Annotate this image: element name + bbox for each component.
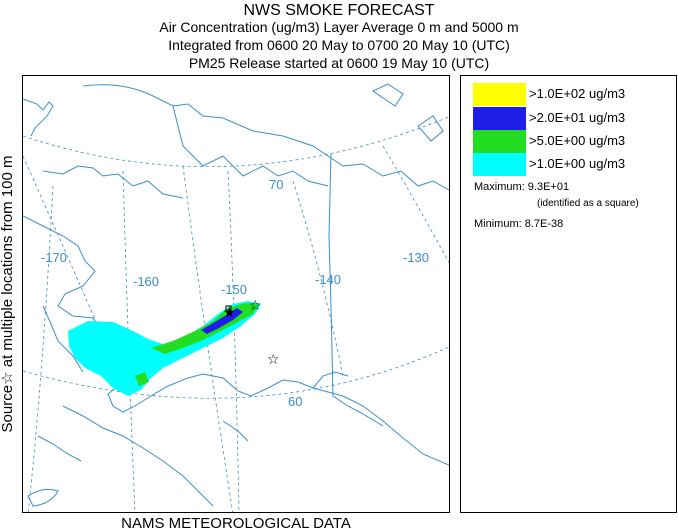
legend-item-cyan: >1.0E+00 ug/m3 <box>473 153 673 176</box>
legend-swatch <box>473 153 526 176</box>
legend-panel: >1.0E+02 ug/m3 >2.0E+01 ug/m3 >5.0E+00 u… <box>460 75 677 513</box>
lon-160-label: -160 <box>133 274 159 289</box>
legend-swatch <box>473 83 526 106</box>
legend-label: >1.0E+02 ug/m3 <box>529 86 626 101</box>
graticule <box>23 116 449 512</box>
legend-swatch <box>473 107 526 130</box>
minimum-value: Minimum: 8.7E-38 <box>474 218 564 230</box>
forecast-title: NWS SMOKE FORECAST <box>243 2 435 19</box>
lon-150-label: -150 <box>221 282 247 297</box>
lon-130-label: -130 <box>403 250 429 265</box>
legend-label: >2.0E+01 ug/m3 <box>529 110 626 125</box>
map-panel: 70 60 -170 -160 -150 -140 -130 <box>22 75 450 513</box>
source-star-2: ☆ <box>249 298 262 314</box>
legend-label: >5.0E+00 ug/m3 <box>529 133 626 148</box>
legend-swatch <box>473 130 526 153</box>
legend-label: >1.0E+00 ug/m3 <box>529 156 626 171</box>
concentration-subtitle: Air Concentration (ug/m3) Layer Average … <box>159 19 519 35</box>
maximum-note: (identified as a square) <box>537 198 639 209</box>
integration-period: Integrated from 0600 20 May to 0700 20 M… <box>168 37 510 53</box>
lat-70-label: 70 <box>269 177 283 192</box>
plume-blue <box>201 308 243 334</box>
legend-item-green: >5.0E+00 ug/m3 <box>473 130 673 153</box>
maximum-square <box>225 305 232 312</box>
lon-170-label: -170 <box>41 250 67 265</box>
source-label-text: Source☆ at multiple locations from 100 m <box>0 155 16 433</box>
legend-item-blue: >2.0E+01 ug/m3 <box>473 107 673 130</box>
source-star-3: ☆ <box>267 352 280 368</box>
release-start: PM25 Release started at 0600 19 May 10 (… <box>188 55 490 71</box>
legend-item-yellow: >1.0E+02 ug/m3 <box>473 83 673 106</box>
coastline <box>23 83 449 507</box>
maximum-value: Maximum: 9.3E+01 <box>474 181 570 193</box>
alaska-map: 70 60 -170 -160 -150 -140 -130 <box>23 83 449 512</box>
data-source-label: NAMS METEOROLOGICAL DATA <box>121 515 351 532</box>
lon-140-label: -140 <box>315 272 341 287</box>
lat-60-label: 60 <box>288 394 302 409</box>
source-label: Source☆ at multiple locations from 100 m <box>0 75 17 513</box>
source-star-1: ★ <box>223 305 236 321</box>
